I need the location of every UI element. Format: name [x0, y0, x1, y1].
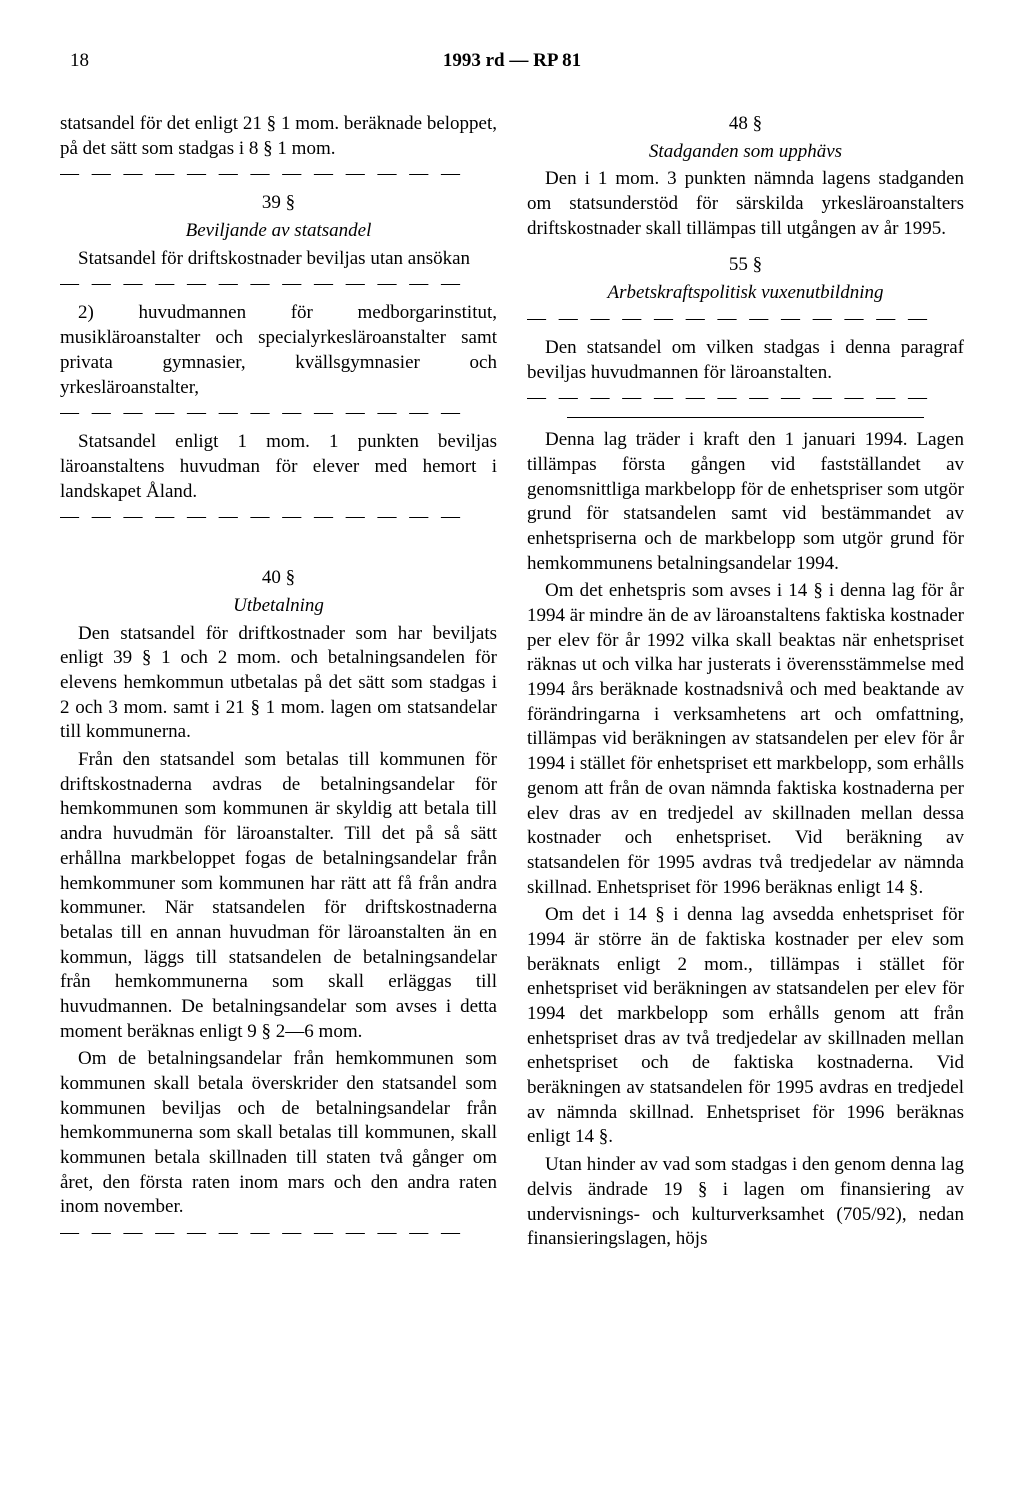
section-55-number: 55 §: [527, 253, 964, 278]
separator-dashes: — — — — — — — — — — — — —: [60, 403, 497, 422]
section-40-title: Utbetalning: [60, 594, 497, 619]
left-column: statsandel för det enligt 21 § 1 mom. be…: [60, 112, 497, 1255]
separator-dashes: — — — — — — — — — — — — —: [60, 507, 497, 526]
section-39-title: Beviljande av statsandel: [60, 219, 497, 244]
section-39-p2: 2) huvudmannen för medborgarinstitut, mu…: [60, 301, 497, 400]
section-55-title: Arbetskraftspolitisk vuxenutbildning: [527, 281, 964, 306]
section-40-p1: Den statsandel för driftkostnader som ha…: [60, 622, 497, 745]
section-48-number: 48 §: [527, 112, 964, 137]
page: 18 1993 rd — RP 81 statsandel för det en…: [0, 0, 1024, 1503]
page-number: 18: [70, 50, 89, 72]
separator-dashes: — — — — — — — — — — — — —: [60, 164, 497, 183]
page-header: 18 1993 rd — RP 81: [60, 50, 964, 72]
section-40-p2: Från den statsandel som betalas till kom…: [60, 748, 497, 1044]
right-column: 48 § Stadganden som upphävs Den i 1 mom.…: [527, 112, 964, 1255]
section-40-number: 40 §: [60, 566, 497, 591]
text-columns: statsandel för det enligt 21 § 1 mom. be…: [60, 112, 964, 1255]
transitional-p3: Om det i 14 § i denna lag avsedda enhets…: [527, 903, 964, 1150]
section-48-title: Stadganden som upphävs: [527, 140, 964, 165]
separator-dashes: — — — — — — — — — — — — —: [527, 388, 964, 407]
separator-dashes: — — — — — — — — — — — — —: [60, 274, 497, 293]
section-48-p1: Den i 1 mom. 3 punkten nämnda lagens sta…: [527, 167, 964, 241]
section-39-number: 39 §: [60, 191, 497, 216]
section-55-p1: Den statsandel om vilken stadgas i denna…: [527, 336, 964, 385]
transitional-p1: Denna lag träder i kraft den 1 januari 1…: [527, 428, 964, 576]
separator-dashes: — — — — — — — — — — — — —: [527, 309, 964, 328]
transitional-p4: Utan hinder av vad som stadgas i den gen…: [527, 1153, 964, 1252]
separator-dashes: — — — — — — — — — — — — —: [60, 1223, 497, 1242]
document-header: 1993 rd — RP 81: [443, 50, 581, 72]
section-39-p3: Statsandel enligt 1 mom. 1 punkten bevil…: [60, 430, 497, 504]
section-40-p3: Om de betalningsandelar från hemkommunen…: [60, 1047, 497, 1220]
intro-paragraph: statsandel för det enligt 21 § 1 mom. be…: [60, 112, 497, 161]
divider-line: [567, 417, 924, 418]
transitional-p2: Om det enhetspris som avses i 14 § i den…: [527, 579, 964, 900]
section-39-p1: Statsandel för driftskostnader beviljas …: [60, 247, 497, 272]
